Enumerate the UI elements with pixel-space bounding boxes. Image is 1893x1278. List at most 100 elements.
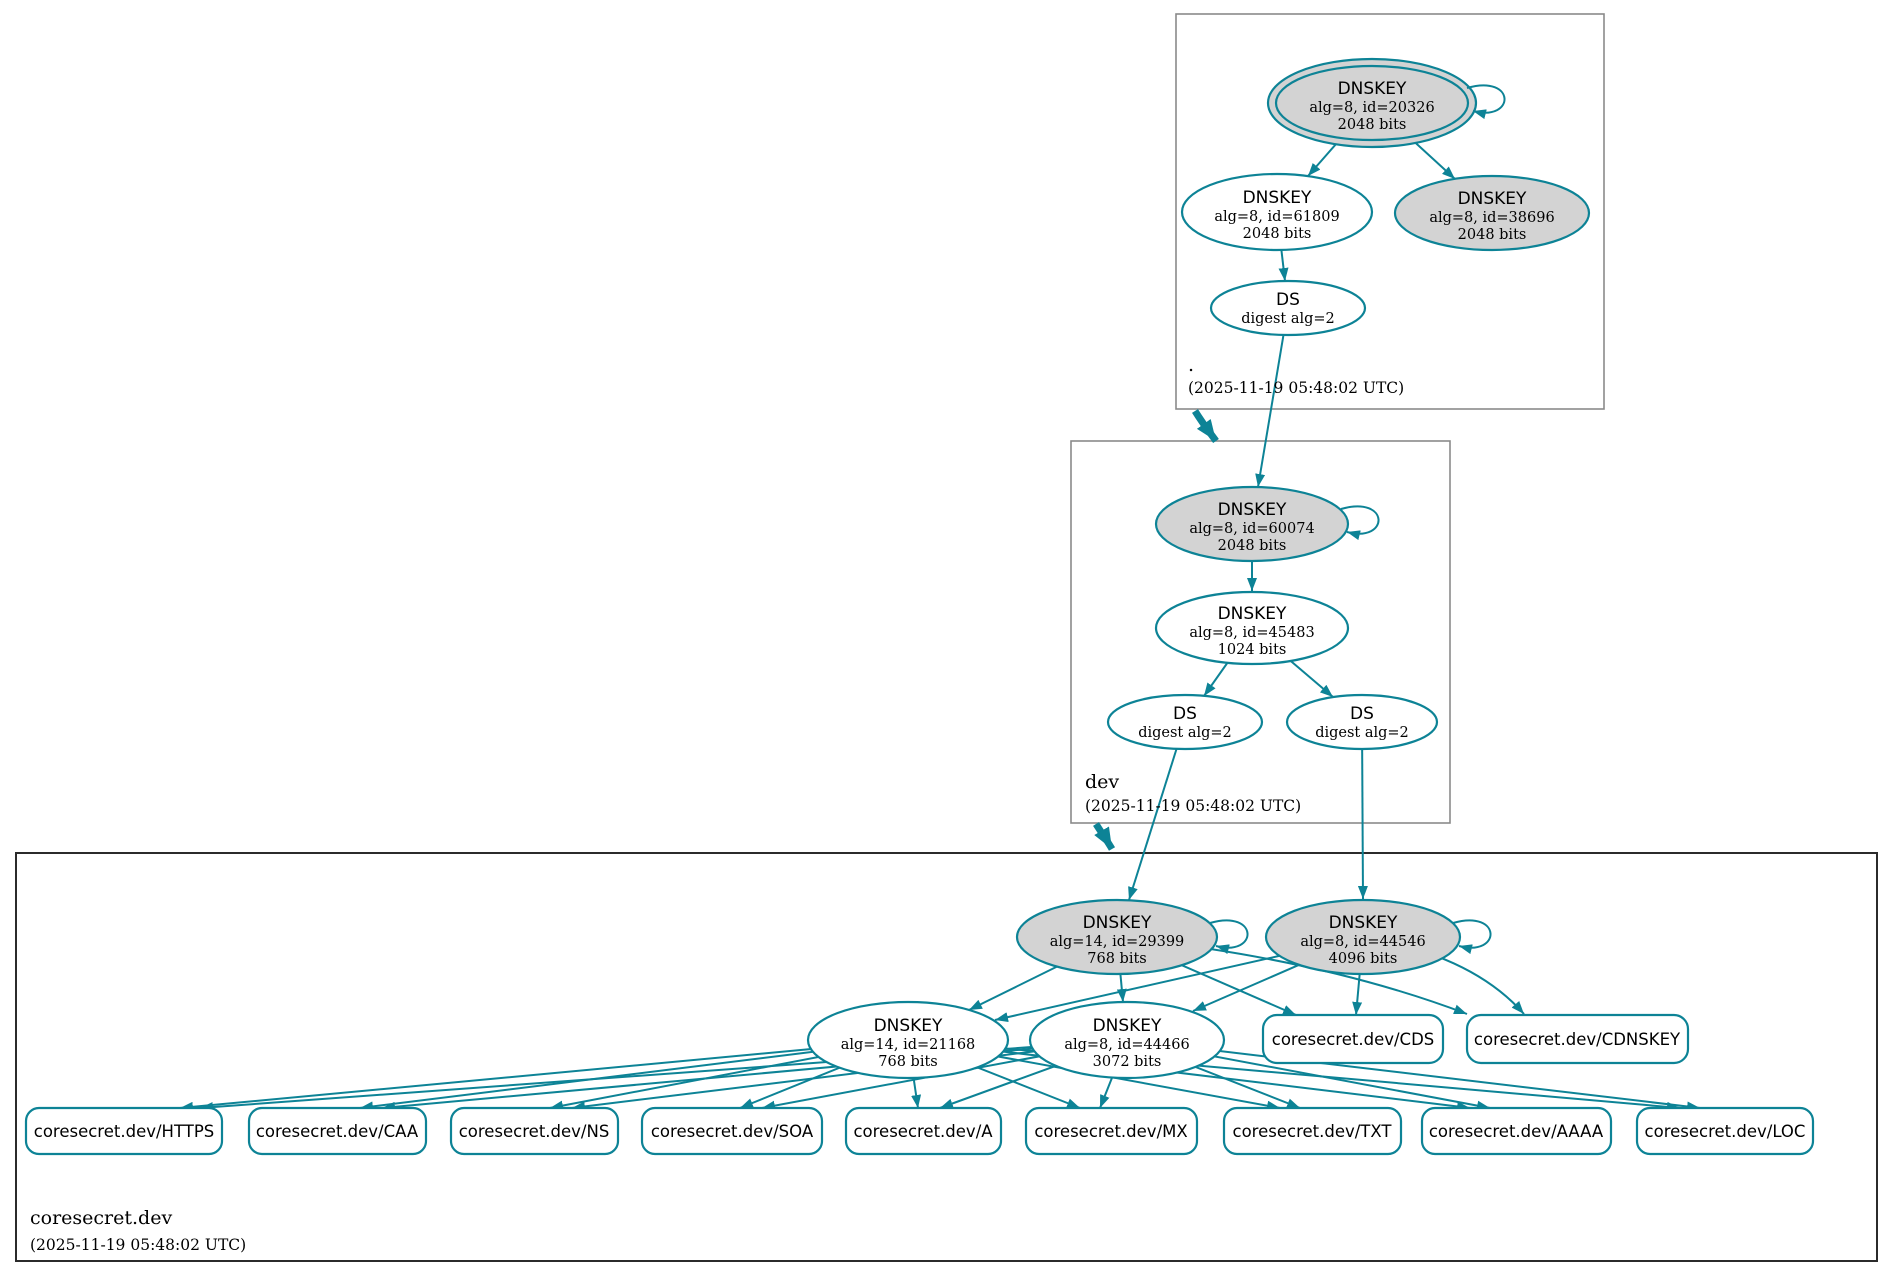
node-coresecret-ksk1-dnskey[interactable]: DNSKEY alg=14, id=29399 768 bits (1015, 898, 1219, 976)
coresecret-ksk2-detail: alg=8, id=44546 (1300, 934, 1425, 950)
root-ksk-inner-ellipse (1274, 64, 1470, 142)
rrset-aaaa-box (1420, 1106, 1613, 1156)
node-rrset-aaaa[interactable]: coresecret.dev/AAAA (1420, 1106, 1613, 1156)
rrset-caa-box (247, 1106, 428, 1156)
dev-zone-timestamp: (2025-11-19 05:48:02 UTC) (1085, 797, 1301, 815)
coresecret-ksk2-title: DNSKEY (1329, 913, 1398, 933)
dev-zsk-title: DNSKEY (1218, 604, 1287, 624)
dev-ds1-title: DS (1173, 704, 1197, 724)
node-rrset-loc[interactable]: coresecret.dev/LOC (1635, 1106, 1815, 1156)
node-dev-ksk-dnskey[interactable]: DNSKEY alg=8, id=60074 2048 bits (1154, 485, 1350, 563)
node-coresecret-ksk2-dnskey[interactable]: DNSKEY alg=8, id=44546 4096 bits (1264, 898, 1462, 976)
coresecret-zsk2-bits: 3072 bits (1093, 1054, 1162, 1070)
root-ds-ellipse (1209, 279, 1367, 337)
rrset-loc-label: coresecret.dev/LOC (1645, 1122, 1806, 1141)
rrset-mx-box (1024, 1106, 1199, 1156)
coresecret-ksk1-title: DNSKEY (1083, 913, 1152, 933)
node-coresecret-cds-rrset[interactable]: coresecret.dev/CDS (1261, 1013, 1445, 1065)
coresecret-zone-label: coresecret.dev (30, 1207, 172, 1229)
zone-box-coresecret (15, 852, 1878, 1262)
dev-ksk-title: DNSKEY (1218, 500, 1287, 520)
node-coresecret-zsk2-dnskey[interactable]: DNSKEY alg=8, id=44466 3072 bits (1028, 1000, 1226, 1080)
rrset-txt-label: coresecret.dev/TXT (1233, 1122, 1393, 1141)
node-rrset-https[interactable]: coresecret.dev/HTTPS (24, 1106, 224, 1156)
coresecret-ksk2-ellipse (1264, 898, 1462, 976)
selfloop-root-ksk (1466, 84, 1506, 120)
selfloop-coresecret-ksk1 (1209, 919, 1249, 955)
rrset-soa-label: coresecret.dev/SOA (651, 1122, 814, 1141)
delegation-arrow-dev-to-coresecret (1093, 822, 1116, 851)
coresecret-cds-label: coresecret.dev/CDS (1272, 1030, 1435, 1049)
dev-zsk-bits: 1024 bits (1218, 642, 1287, 658)
edge-dev-ds1-authenticates-ksk1 (1128, 721, 1186, 901)
coresecret-cdnskey-box (1465, 1013, 1690, 1065)
coresecret-zone-timestamp: (2025-11-19 05:48:02 UTC) (30, 1236, 246, 1254)
dev-zsk-ellipse (1154, 590, 1350, 666)
root-standby-title: DNSKEY (1458, 189, 1527, 209)
dev-zone-label: dev (1085, 771, 1119, 793)
root-zsk-ellipse (1180, 172, 1374, 252)
node-dev-ds1[interactable]: DS digest alg=2 (1106, 693, 1264, 751)
coresecret-ksk1-bits: 768 bits (1087, 951, 1146, 967)
node-dev-zsk-dnskey[interactable]: DNSKEY alg=8, id=45483 1024 bits (1154, 590, 1350, 666)
coresecret-ksk2-bits: 4096 bits (1329, 951, 1398, 967)
node-rrset-caa[interactable]: coresecret.dev/CAA (247, 1106, 428, 1156)
zone-box-dev (1070, 440, 1451, 824)
node-root-ksk-dnskey[interactable]: DNSKEY alg=8, id=20326 2048 bits (1266, 57, 1478, 149)
coresecret-cds-box (1261, 1013, 1445, 1065)
node-rrset-txt[interactable]: coresecret.dev/TXT (1222, 1106, 1403, 1156)
coresecret-cdnskey-label: coresecret.dev/CDNSKEY (1474, 1030, 1681, 1049)
selfloop-dev-ksk (1340, 505, 1380, 541)
root-zsk-bits: 2048 bits (1243, 226, 1312, 242)
root-ds-title: DS (1276, 290, 1300, 310)
dev-ds1-ellipse (1106, 693, 1264, 751)
rrset-soa-box (640, 1106, 824, 1156)
zone-box-root (1175, 13, 1605, 410)
root-ksk-detail: alg=8, id=20326 (1309, 100, 1434, 116)
dev-ksk-ellipse (1154, 485, 1350, 563)
edge-zsk1-signs-https (179, 1039, 909, 1112)
dev-ds1-detail: digest alg=2 (1138, 725, 1232, 741)
node-coresecret-zsk1-dnskey[interactable]: DNSKEY alg=14, id=21168 768 bits (806, 1000, 1010, 1080)
root-zone-timestamp: (2025-11-19 05:48:02 UTC) (1188, 379, 1404, 397)
node-root-zsk-dnskey[interactable]: DNSKEY alg=8, id=61809 2048 bits (1180, 172, 1374, 252)
coresecret-zsk1-ellipse (806, 1000, 1010, 1080)
root-zsk-title: DNSKEY (1243, 188, 1312, 208)
edge-zsk2-signs-caa (381, 1039, 1128, 1112)
node-root-ds[interactable]: DS digest alg=2 (1209, 279, 1367, 337)
coresecret-ksk1-ellipse (1015, 898, 1219, 976)
node-rrset-soa[interactable]: coresecret.dev/SOA (640, 1106, 824, 1156)
coresecret-zsk2-title: DNSKEY (1093, 1016, 1162, 1036)
node-coresecret-cdnskey-rrset[interactable]: coresecret.dev/CDNSKEY (1465, 1013, 1690, 1065)
root-ksk-bits: 2048 bits (1338, 117, 1407, 133)
rrset-loc-box (1635, 1106, 1815, 1156)
rrset-mx-label: coresecret.dev/MX (1034, 1122, 1187, 1141)
rrset-a-label: coresecret.dev/A (853, 1122, 993, 1141)
node-root-standby-dnskey[interactable]: DNSKEY alg=8, id=38696 2048 bits (1393, 174, 1591, 252)
rrset-ns-box (449, 1106, 620, 1156)
node-dev-ds2[interactable]: DS digest alg=2 (1285, 693, 1439, 751)
rrset-https-box (24, 1106, 224, 1156)
self-loops-layer (1209, 84, 1506, 955)
root-standby-ellipse (1393, 174, 1591, 252)
node-rrset-mx[interactable]: coresecret.dev/MX (1024, 1106, 1199, 1156)
coresecret-zsk1-detail: alg=14, id=21168 (841, 1037, 976, 1053)
dev-ds2-detail: digest alg=2 (1315, 725, 1409, 741)
rrset-ns-label: coresecret.dev/NS (459, 1122, 610, 1141)
dev-zsk-detail: alg=8, id=45483 (1189, 625, 1314, 641)
node-rrset-ns[interactable]: coresecret.dev/NS (449, 1106, 620, 1156)
rrset-txt-box (1222, 1106, 1403, 1156)
rrset-https-label: coresecret.dev/HTTPS (34, 1122, 215, 1141)
node-rrset-a[interactable]: coresecret.dev/A (844, 1106, 1003, 1156)
coresecret-zsk2-detail: alg=8, id=44466 (1064, 1037, 1189, 1053)
rrset-a-box (844, 1106, 1003, 1156)
dev-ds2-title: DS (1350, 704, 1374, 724)
root-zsk-detail: alg=8, id=61809 (1214, 209, 1339, 225)
rrset-caa-label: coresecret.dev/CAA (256, 1122, 419, 1141)
coresecret-ksk1-detail: alg=14, id=29399 (1050, 934, 1185, 950)
dev-ksk-bits: 2048 bits (1218, 538, 1287, 554)
selfloop-coresecret-ksk2 (1452, 919, 1492, 955)
root-standby-bits: 2048 bits (1458, 227, 1527, 243)
delegation-arrow-root-to-dev (1192, 409, 1219, 444)
